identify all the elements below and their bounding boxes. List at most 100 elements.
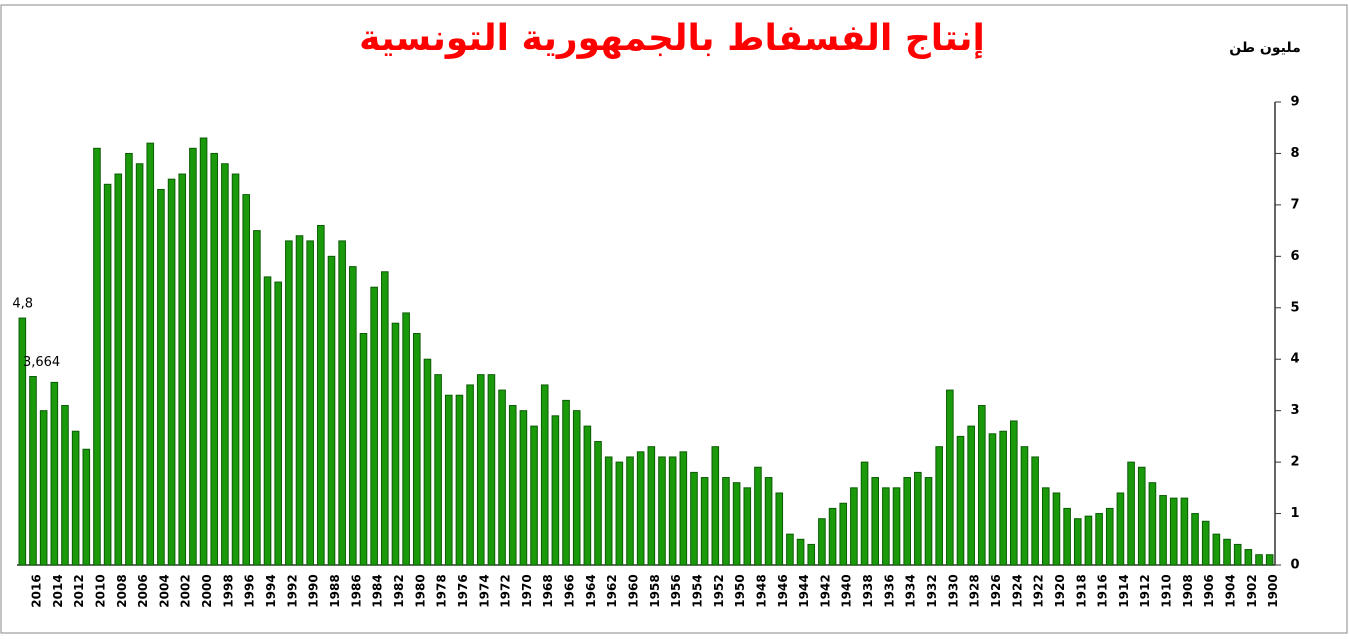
bar xyxy=(402,312,410,566)
bar xyxy=(604,456,613,566)
x-tick-label: 1904 xyxy=(1224,574,1238,607)
x-tick-label: 1916 xyxy=(1096,574,1110,607)
bar xyxy=(668,456,677,566)
bar xyxy=(1265,554,1274,566)
bar xyxy=(1063,507,1071,566)
bar xyxy=(743,487,752,566)
x-tick-label: 1910 xyxy=(1160,574,1174,607)
x-tick-label: 1902 xyxy=(1245,574,1259,607)
data-label: 4,8 xyxy=(12,297,33,312)
bar xyxy=(583,425,592,566)
bar xyxy=(636,451,645,566)
bar xyxy=(381,271,389,566)
bar xyxy=(1010,420,1018,566)
bar xyxy=(71,430,80,566)
x-tick-label: 2010 xyxy=(93,574,107,607)
y-tick-label: 1 xyxy=(1290,506,1299,521)
bar xyxy=(658,456,666,566)
bar xyxy=(1180,497,1189,566)
bar xyxy=(764,477,773,566)
x-tick-label: 2008 xyxy=(115,574,129,607)
bar xyxy=(796,538,805,566)
x-tick-label: 2012 xyxy=(72,574,86,607)
x-tick-label: 1952 xyxy=(712,574,726,607)
bar xyxy=(1137,466,1146,566)
x-tick-label: 2006 xyxy=(136,574,150,607)
x-tick-label: 1900 xyxy=(1266,574,1280,607)
bar xyxy=(61,405,69,566)
bar xyxy=(924,477,933,566)
bar xyxy=(1244,549,1253,566)
x-tick-label: 1988 xyxy=(328,574,342,607)
x-tick-label: 1938 xyxy=(861,574,875,607)
x-tick-label: 1974 xyxy=(477,574,491,607)
bar xyxy=(775,492,784,566)
bar xyxy=(828,507,837,566)
bar xyxy=(1127,461,1135,566)
bar xyxy=(306,240,314,566)
x-tick-label: 1918 xyxy=(1074,574,1088,607)
bar xyxy=(1052,492,1061,566)
bar xyxy=(594,441,602,566)
bar xyxy=(540,384,549,566)
bar xyxy=(786,533,794,566)
x-tick-label: 2016 xyxy=(29,574,43,607)
bar xyxy=(253,230,261,566)
bar xyxy=(647,446,656,566)
x-tick-label: 1942 xyxy=(818,574,832,607)
bar xyxy=(860,461,869,566)
bar xyxy=(1169,497,1178,566)
y-tick-label: 9 xyxy=(1290,95,1299,110)
bar xyxy=(189,147,197,566)
x-tick-label: 2000 xyxy=(200,574,214,607)
bar xyxy=(231,173,240,566)
x-tick-label: 1970 xyxy=(520,574,534,607)
x-tick-label: 1928 xyxy=(968,574,982,607)
bar xyxy=(807,543,816,566)
x-tick-label: 1934 xyxy=(904,574,918,607)
bar xyxy=(221,163,229,566)
x-tick-label: 1994 xyxy=(264,574,278,607)
bar xyxy=(93,147,101,566)
x-tick-label: 1948 xyxy=(754,574,768,607)
bar xyxy=(263,276,272,566)
bar xyxy=(754,466,762,566)
y-tick-label: 7 xyxy=(1290,197,1299,212)
bar xyxy=(967,425,975,566)
x-tick-label: 1936 xyxy=(882,574,896,607)
x-tick-label: 2014 xyxy=(51,574,65,607)
y-tick-label: 8 xyxy=(1290,146,1299,161)
x-tick-label: 1922 xyxy=(1032,574,1046,607)
x-tick-label: 1958 xyxy=(648,574,662,607)
y-tick-label: 6 xyxy=(1290,249,1299,264)
bar xyxy=(850,487,858,566)
x-tick-label: 1962 xyxy=(605,574,619,607)
bar xyxy=(210,152,219,566)
bar xyxy=(914,471,922,566)
bar xyxy=(82,448,91,566)
bar xyxy=(18,317,27,566)
bar xyxy=(29,376,37,566)
x-tick-label: 1968 xyxy=(541,574,555,607)
bar xyxy=(157,188,165,566)
x-tick-label: 1930 xyxy=(946,574,960,607)
bar xyxy=(167,178,176,566)
bar xyxy=(199,137,208,566)
bar xyxy=(519,410,528,566)
bar xyxy=(285,240,293,566)
y-tick-label: 2 xyxy=(1290,455,1299,470)
y-tick-label: 0 xyxy=(1290,558,1299,573)
bar xyxy=(1212,533,1221,566)
bar xyxy=(1191,513,1199,566)
bar xyxy=(978,405,986,566)
x-tick-label: 1956 xyxy=(669,574,683,607)
bar xyxy=(711,446,720,566)
x-tick-label: 1972 xyxy=(499,574,513,607)
bar xyxy=(317,224,325,566)
bar xyxy=(818,518,826,566)
bar xyxy=(626,456,634,566)
x-tick-label: 1920 xyxy=(1053,574,1067,607)
x-tick-label: 1940 xyxy=(840,574,854,607)
bar xyxy=(39,410,48,566)
